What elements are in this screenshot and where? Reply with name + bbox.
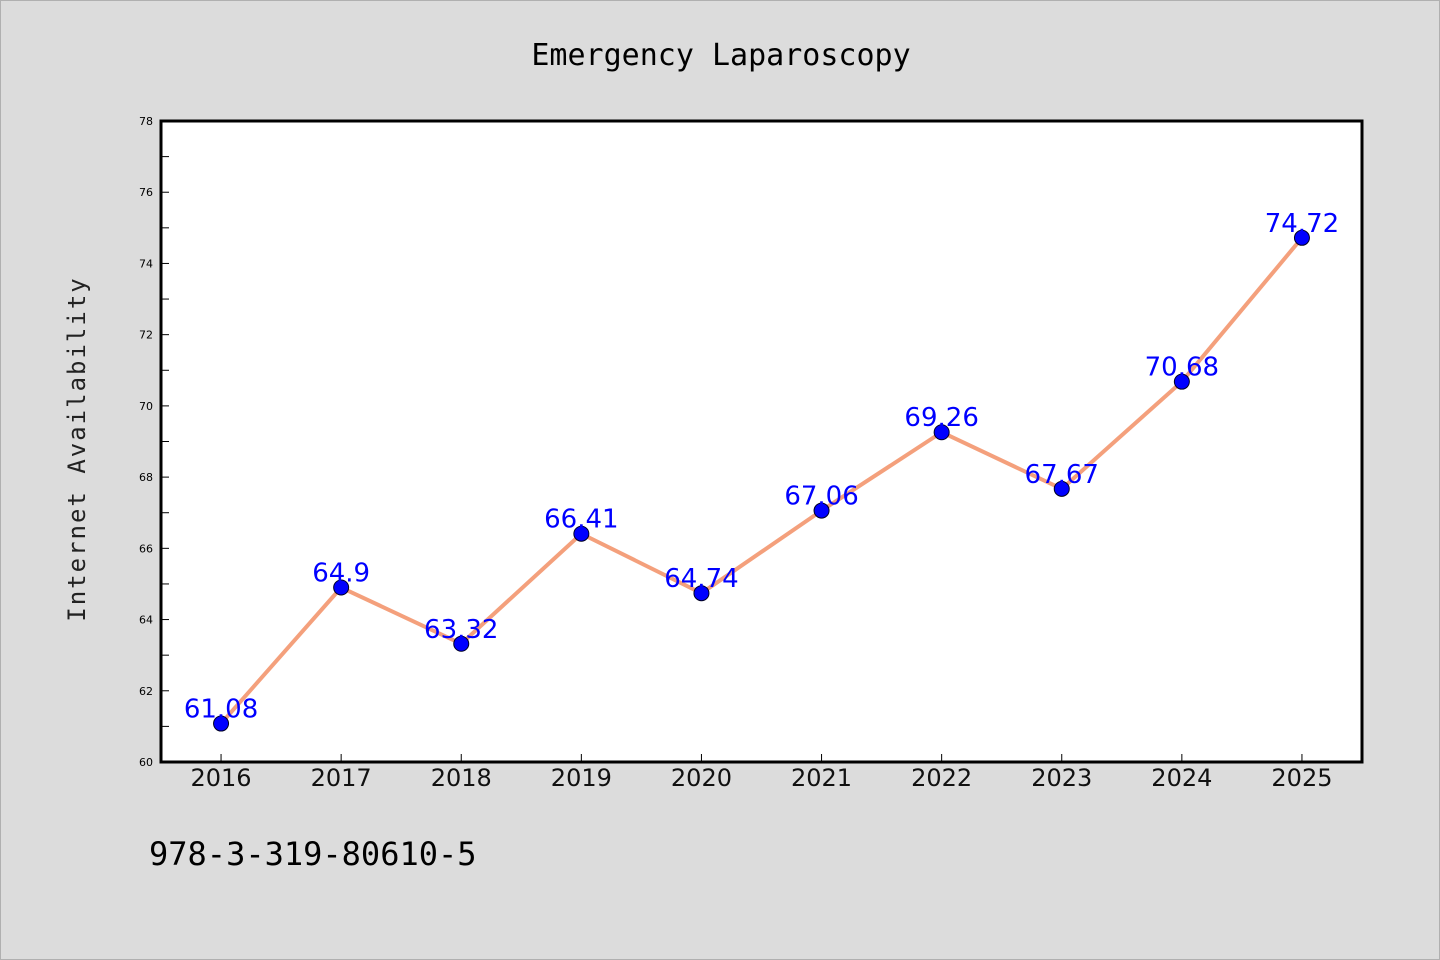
- data-point-marker: [333, 579, 350, 596]
- data-point-label: 74.72: [1265, 209, 1339, 239]
- data-point-marker: [933, 424, 950, 441]
- data-point-label: 67.67: [1025, 460, 1099, 490]
- x-tick-label: 2024: [1151, 764, 1212, 792]
- data-point-marker: [813, 502, 830, 519]
- x-tick-label: 2021: [791, 764, 852, 792]
- y-tick-label: 64: [139, 614, 153, 627]
- data-labels-group: 61.08 64.9 63.32 66.41 64.74 67.06 69.26 67.67 7…: [184, 209, 1339, 725]
- data-point-marker: [1053, 480, 1070, 497]
- data-point-label: 69.26: [904, 403, 978, 433]
- data-point-marker: [453, 635, 470, 652]
- x-tick-label: 2020: [671, 764, 732, 792]
- y-tick-label: 70: [139, 400, 153, 413]
- y-axis-ticks: 60 62 64 66 68 70 72 74 76 78: [139, 115, 169, 769]
- plot-frame: [159, 119, 1364, 764]
- data-point-marker: [213, 715, 230, 732]
- y-tick-label: 74: [139, 257, 153, 270]
- data-point-label: 66.41: [544, 505, 618, 535]
- x-tick-label: 2025: [1271, 764, 1332, 792]
- x-tick-label: 2019: [551, 764, 612, 792]
- data-point-marker: [1173, 373, 1190, 390]
- series-line-group: [219, 235, 1304, 726]
- y-tick-label: 62: [139, 685, 153, 698]
- x-tick-label: 2016: [191, 764, 252, 792]
- y-tick-label: 78: [139, 115, 153, 128]
- y-tick-label: 76: [139, 186, 153, 199]
- plot-area: [161, 121, 1362, 762]
- data-point-label: 67.06: [784, 482, 858, 512]
- y-axis-label: Internet Availability: [63, 276, 91, 621]
- x-tick-label: 2017: [311, 764, 372, 792]
- y-tick-label: 68: [139, 471, 153, 484]
- data-point-label: 64.9: [312, 559, 370, 589]
- series-line: [219, 235, 1304, 726]
- data-point-label: 63.32: [424, 615, 498, 645]
- x-tick-label: 2023: [1031, 764, 1092, 792]
- x-tick-label: 2022: [911, 764, 972, 792]
- y-tick-label: 66: [139, 542, 153, 555]
- data-point-label: 70.68: [1145, 353, 1219, 383]
- data-point-label: 61.08: [184, 695, 258, 725]
- chart-title: Emergency Laparoscopy: [531, 38, 910, 73]
- y-tick-label: 72: [139, 329, 153, 342]
- x-axis-ticks: 2016 2017 2018 2019 2020 2021 2022 2023 2024 2025: [191, 754, 1332, 792]
- data-point-marker: [1293, 229, 1310, 246]
- y-tick-label: 60: [139, 756, 153, 769]
- markers-group: [213, 229, 1310, 732]
- isbn-text: 978-3-319-80610-5: [149, 835, 477, 873]
- data-point-marker: [573, 525, 590, 542]
- data-point-marker: [693, 585, 710, 602]
- x-tick-label: 2018: [431, 764, 492, 792]
- data-point-label: 64.74: [664, 564, 738, 594]
